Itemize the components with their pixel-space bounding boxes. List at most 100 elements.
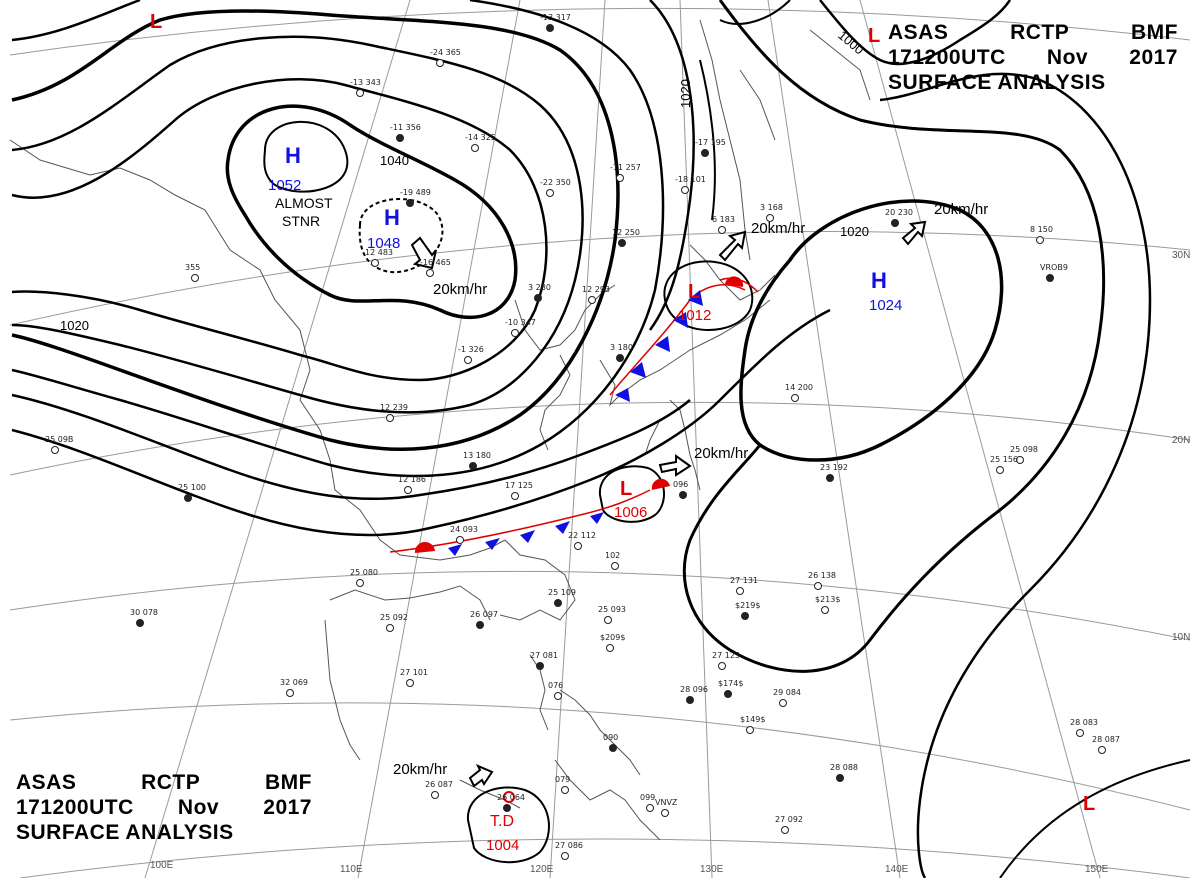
station-plot: 25 09B xyxy=(45,435,73,454)
station-plot: -11 356 xyxy=(390,123,421,142)
station-value: VROB9 xyxy=(1040,263,1068,272)
low-value-1006: 1006 xyxy=(614,504,647,521)
station-plot: 26 064 xyxy=(497,793,525,812)
station-circle-icon xyxy=(724,690,732,698)
motion-label-4: 20km/hr xyxy=(694,445,748,462)
isobar-a xyxy=(11,78,548,382)
header-bottom-line-1: ASAS RCTP BMF xyxy=(16,770,312,795)
station-plot: 12 483 xyxy=(365,248,393,267)
station-circle-icon xyxy=(546,24,554,32)
station-value: 3 168 xyxy=(760,203,783,212)
station-value: 27 086 xyxy=(555,841,583,850)
isobar-g xyxy=(999,759,1191,878)
station-value: $213$ xyxy=(815,595,840,604)
station-plot: 096 xyxy=(673,480,688,499)
station-value: 8 150 xyxy=(1030,225,1053,234)
header-top-code: BMF xyxy=(1131,21,1178,44)
latitude-30n: 30N xyxy=(1172,250,1190,261)
high-value-1024: 1024 xyxy=(869,297,902,314)
high-symbol-1024: H xyxy=(871,268,887,293)
station-value: 29 084 xyxy=(773,688,801,697)
station-plot: $219$ xyxy=(735,601,760,620)
map-labels: 1000 1020 1020 1020 1040 H 1052 H 1048 H… xyxy=(60,11,1190,875)
station-plot: 3 180 xyxy=(610,343,633,362)
station-plot: 28 087 xyxy=(1092,735,1120,754)
station-value: $219$ xyxy=(735,601,760,610)
station-circle-icon xyxy=(534,294,542,302)
station-circle-icon xyxy=(136,619,144,627)
header-top-line-2: 171200UTC Nov 2017 xyxy=(888,45,1178,70)
longitude-120e: 120E xyxy=(530,864,554,875)
station-circle-icon xyxy=(471,144,479,152)
header-bottom-center: ASAS xyxy=(16,771,77,794)
header-top-title: SURFACE ANALYSIS xyxy=(888,71,1106,94)
station-circle-icon xyxy=(836,774,844,782)
longitude-140e: 140E xyxy=(885,864,909,875)
station-circle-icon xyxy=(464,356,472,364)
station-circle-icon xyxy=(469,462,477,470)
motion-arrow-3 xyxy=(901,220,927,246)
low-symbol-1006: L xyxy=(620,478,632,500)
station-circle-icon xyxy=(431,791,439,799)
station-plot: 17 125 xyxy=(505,481,533,500)
isobar-f xyxy=(719,0,791,25)
station-value: 13 180 xyxy=(463,451,491,460)
station-plot: 24 093 xyxy=(450,525,478,544)
station-circle-icon xyxy=(718,662,726,670)
station-plot: $213$ xyxy=(815,595,840,614)
station-plot: 14 200 xyxy=(785,383,813,402)
station-circle-icon xyxy=(554,599,562,607)
station-circle-icon xyxy=(476,621,484,629)
station-circle-icon xyxy=(503,804,511,812)
station-circle-icon xyxy=(536,662,544,670)
station-plot: -10 347 xyxy=(505,318,536,337)
station-circle-icon xyxy=(618,239,626,247)
header-top-line-1: ASAS RCTP BMF xyxy=(888,20,1178,45)
station-circle-icon xyxy=(781,826,789,834)
station-value: 28 088 xyxy=(830,763,858,772)
station-circle-icon xyxy=(588,296,596,304)
station-value: 20 230 xyxy=(885,208,913,217)
station-value: 27 123 xyxy=(712,651,740,660)
station-circle-icon xyxy=(604,616,612,624)
high-symbol-1048: H xyxy=(384,205,400,230)
station-plots: -13 317 -24 365 -13 343 -11 356 -14 325 -22 3… xyxy=(45,13,1120,860)
station-plot: 102 xyxy=(605,551,620,570)
station-circle-icon xyxy=(546,189,554,197)
station-plot: 12 250 xyxy=(612,228,640,247)
station-circle-icon xyxy=(406,679,414,687)
station-circle-icon xyxy=(286,689,294,697)
station-circle-icon xyxy=(791,394,799,402)
station-plot: 25 098 xyxy=(1010,445,1038,464)
isobar-1052-inner xyxy=(263,120,349,193)
graticule xyxy=(9,0,1191,878)
station-value: 27 101 xyxy=(400,668,428,677)
station-plot: 22 112 xyxy=(568,531,596,550)
station-value: 3 180 xyxy=(610,343,633,352)
station-value: 12 293 xyxy=(582,285,610,294)
station-plot: 25 156 xyxy=(990,455,1018,474)
station-value: VNVZ xyxy=(655,798,678,807)
station-value: 26 097 xyxy=(470,610,498,619)
station-circle-icon xyxy=(1036,236,1044,244)
station-plot: 090 xyxy=(603,733,618,752)
station-plot: 12 293 xyxy=(582,285,610,304)
station-circle-icon xyxy=(779,699,787,707)
station-value: -24 365 xyxy=(430,48,461,57)
header-bottom-year: 2017 xyxy=(263,796,312,819)
station-value: $174$ xyxy=(718,679,743,688)
station-circle-icon xyxy=(456,536,464,544)
station-plot: 32 069 xyxy=(280,678,308,697)
station-plot: -13 317 xyxy=(540,13,571,32)
station-circle-icon xyxy=(741,612,749,620)
station-value: 23 192 xyxy=(820,463,848,472)
station-plot: 28 083 xyxy=(1070,718,1098,737)
station-plot: 12 186 xyxy=(398,475,426,494)
station-plot: 28 096 xyxy=(680,685,708,704)
high-value-1048: 1048 xyxy=(367,235,400,252)
station-plot: 25 100 xyxy=(178,483,206,502)
isobar-1006-low xyxy=(598,465,666,523)
station-circle-icon xyxy=(436,59,444,67)
low-value-1012: 1012 xyxy=(678,307,711,324)
station-value: -19 489 xyxy=(400,188,431,197)
